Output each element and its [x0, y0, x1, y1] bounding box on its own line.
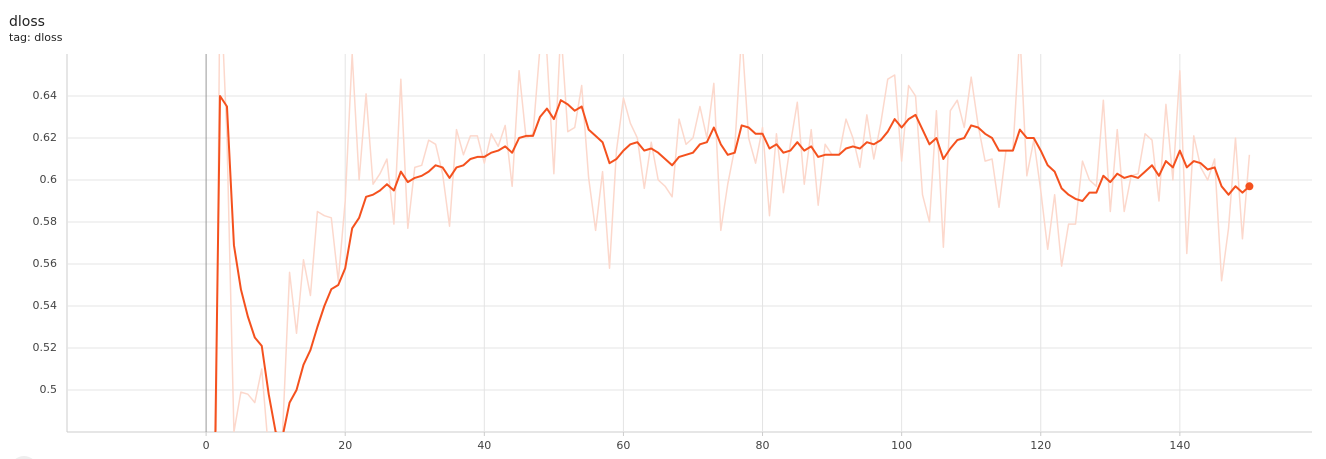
x-tick-label: 60	[616, 439, 630, 452]
line	[214, 95, 1251, 432]
y-tick-label: 0.64	[33, 89, 58, 102]
y-tick-label: 0.58	[33, 215, 58, 228]
chart-subtitle: tag: dloss	[9, 31, 63, 44]
y-tick-label: 0.54	[33, 299, 58, 312]
y-tick-label: 0.56	[33, 257, 58, 270]
x-tick-label: 100	[891, 439, 912, 452]
last-point	[1245, 182, 1254, 191]
y-tick-label: 0.5	[40, 383, 58, 396]
y-tick-label: 0.6	[40, 173, 58, 186]
chart-title: dloss	[9, 14, 45, 30]
x-tick-label: 40	[477, 439, 491, 452]
fit-button[interactable]	[10, 456, 38, 459]
x-tick-label: 80	[756, 439, 770, 452]
y-tick-label: 0.52	[33, 341, 58, 354]
x-tick-label: 120	[1030, 439, 1051, 452]
x-tick-label: 140	[1169, 439, 1190, 452]
line	[215, 54, 1251, 432]
y-tick-label: 0.62	[33, 131, 58, 144]
x-tick-label: 20	[338, 439, 352, 452]
x-tick-label: 0	[203, 439, 210, 452]
